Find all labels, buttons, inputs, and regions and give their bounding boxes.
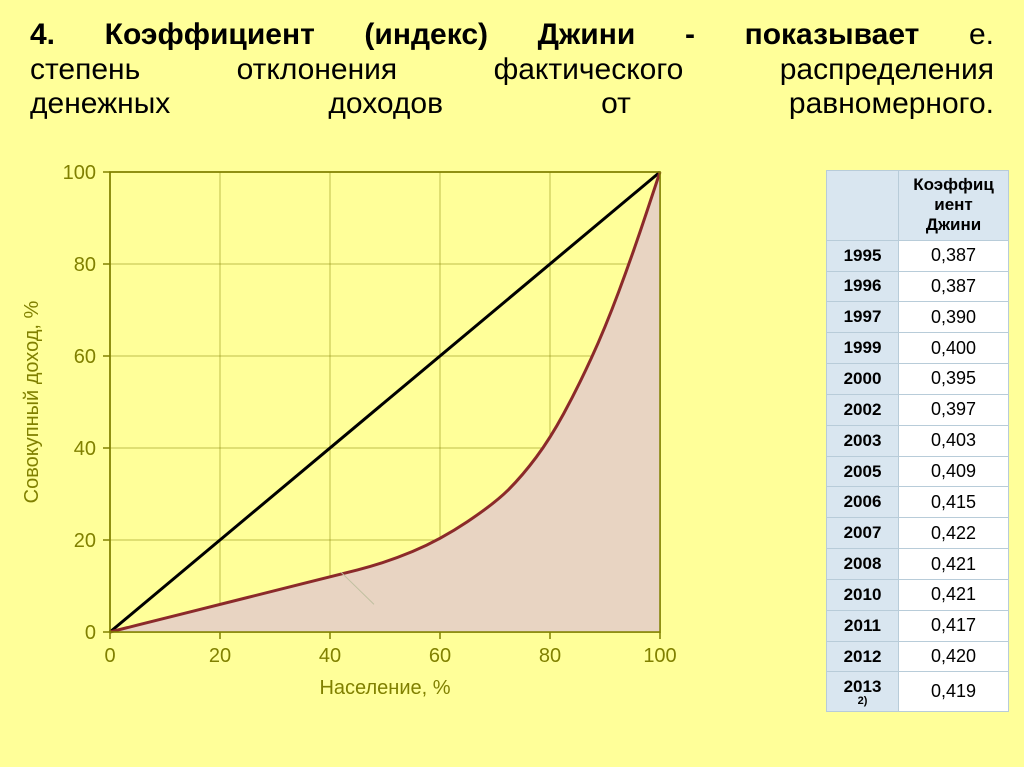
table-row: 20050,409 bbox=[827, 456, 1009, 487]
table-value-cell: 0,400 bbox=[899, 333, 1009, 364]
lorenz-chart: 0 20 40 60 80 100 0 20 40 60 80 100 Население, % Сово… bbox=[10, 152, 690, 712]
heading-tail: е. bbox=[919, 18, 994, 51]
table-year-cell: 20132) bbox=[827, 672, 899, 711]
table-value-cell: 0,415 bbox=[899, 487, 1009, 518]
table-row: 20100,421 bbox=[827, 579, 1009, 610]
table-year-cell: 1997 bbox=[827, 302, 899, 333]
table-value-cell: 0,395 bbox=[899, 364, 1009, 395]
gini-table: Коэффиц иент Джини 19950,38719960,387199… bbox=[826, 170, 1009, 712]
table-value-cell: 0,387 bbox=[899, 240, 1009, 271]
table-year-cell: 2002 bbox=[827, 394, 899, 425]
svg-text:Население, %: Население, % bbox=[319, 677, 450, 699]
table-value-cell: 0,419 bbox=[899, 672, 1009, 711]
svg-text:60: 60 bbox=[74, 346, 96, 368]
page-heading: 4. Коэффициент (индекс) Джини - показыва… bbox=[0, 0, 1024, 132]
svg-text:100: 100 bbox=[643, 645, 676, 667]
svg-text:80: 80 bbox=[74, 254, 96, 276]
table-year-cell: 2003 bbox=[827, 425, 899, 456]
table-year-cell: 2011 bbox=[827, 610, 899, 641]
table-row: 20060,415 bbox=[827, 487, 1009, 518]
table-value-cell: 0,421 bbox=[899, 549, 1009, 580]
table-year-cell: 2006 bbox=[827, 487, 899, 518]
table-value-cell: 0,403 bbox=[899, 425, 1009, 456]
content-row: 0 20 40 60 80 100 0 20 40 60 80 100 Население, % Сово… bbox=[0, 132, 1024, 712]
table-row: 20110,417 bbox=[827, 610, 1009, 641]
svg-text:0: 0 bbox=[85, 622, 96, 644]
heading-bold: 4. Коэффициент (индекс) Джини - показыва… bbox=[30, 18, 919, 51]
table-value-cell: 0,397 bbox=[899, 394, 1009, 425]
table-row: 19960,387 bbox=[827, 271, 1009, 302]
table-year-cell: 1999 bbox=[827, 333, 899, 364]
table-year-cell: 2005 bbox=[827, 456, 899, 487]
table-value-cell: 0,390 bbox=[899, 302, 1009, 333]
svg-text:40: 40 bbox=[319, 645, 341, 667]
table-row: 20020,397 bbox=[827, 394, 1009, 425]
table-year-cell: 2000 bbox=[827, 364, 899, 395]
table-year-sup: 2) bbox=[835, 697, 890, 706]
table-row: 20080,421 bbox=[827, 549, 1009, 580]
table-row: 20120,420 bbox=[827, 641, 1009, 672]
svg-text:0: 0 bbox=[104, 645, 115, 667]
table-row: 20070,422 bbox=[827, 518, 1009, 549]
table-row: 20132)0,419 bbox=[827, 672, 1009, 711]
heading-line-1: 4. Коэффициент (индекс) Джини - показыва… bbox=[30, 18, 994, 53]
table-value-cell: 0,422 bbox=[899, 518, 1009, 549]
svg-text:40: 40 bbox=[74, 438, 96, 460]
table-year-cell: 1995 bbox=[827, 240, 899, 271]
table-row: 19950,387 bbox=[827, 240, 1009, 271]
svg-text:100: 100 bbox=[63, 162, 96, 184]
table-year-cell: 2012 bbox=[827, 641, 899, 672]
table-header-blank bbox=[827, 170, 899, 240]
table-row: 19990,400 bbox=[827, 333, 1009, 364]
heading-line-2: степень отклонения фактического распреде… bbox=[30, 53, 994, 88]
svg-text:80: 80 bbox=[539, 645, 561, 667]
table-year-cell: 2010 bbox=[827, 579, 899, 610]
heading-line-3: денежных доходов от равномерного. bbox=[30, 87, 994, 122]
table-year-cell: 2008 bbox=[827, 549, 899, 580]
table-value-cell: 0,421 bbox=[899, 579, 1009, 610]
svg-text:20: 20 bbox=[74, 530, 96, 552]
svg-text:60: 60 bbox=[429, 645, 451, 667]
table-value-cell: 0,417 bbox=[899, 610, 1009, 641]
table-header-value: Коэффиц иент Джини bbox=[899, 170, 1009, 240]
table-value-cell: 0,387 bbox=[899, 271, 1009, 302]
table-year-cell: 1996 bbox=[827, 271, 899, 302]
table-row: 20000,395 bbox=[827, 364, 1009, 395]
table-value-cell: 0,420 bbox=[899, 641, 1009, 672]
svg-text:Совокупный доход, %: Совокупный доход, % bbox=[21, 300, 43, 503]
chart-svg: 0 20 40 60 80 100 0 20 40 60 80 100 Население, % Сово… bbox=[10, 152, 690, 712]
table-row: 19970,390 bbox=[827, 302, 1009, 333]
table-row: 20030,403 bbox=[827, 425, 1009, 456]
svg-text:20: 20 bbox=[209, 645, 231, 667]
table-year-cell: 2007 bbox=[827, 518, 899, 549]
table-value-cell: 0,409 bbox=[899, 456, 1009, 487]
